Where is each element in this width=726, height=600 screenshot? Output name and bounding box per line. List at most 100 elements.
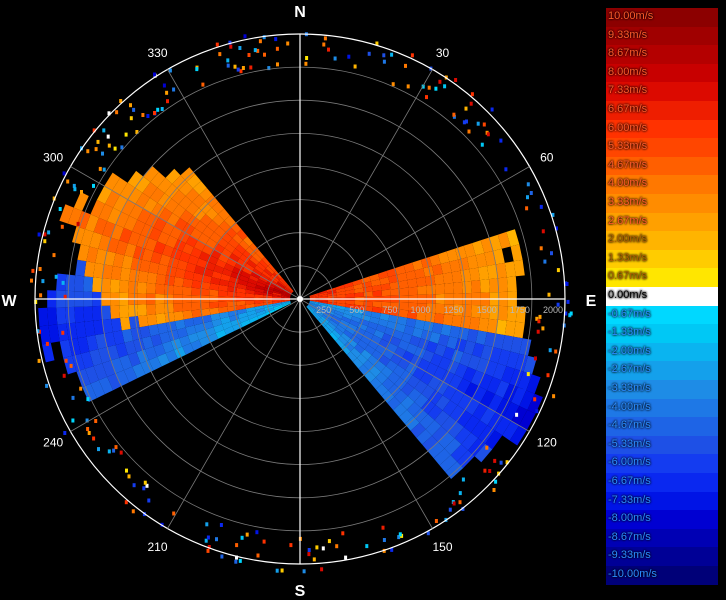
clutter-cell [476,121,480,126]
legend-swatch [606,82,718,101]
echo-cell [255,308,265,314]
bearing-label: 150 [432,540,452,554]
echo-cell [191,309,202,318]
range-tick-label: 500 [349,305,364,315]
clutter-cell [327,47,330,52]
echo-cell [472,403,488,421]
echo-cell [470,370,485,387]
echo-cell [352,279,363,286]
range-tick-label: 2000 [543,305,563,315]
clutter-cell [86,427,90,431]
echo-cell [281,299,291,301]
echo-cell [414,268,426,279]
echo-cell [399,409,414,424]
echo-cell [89,231,103,249]
echo-cell [158,207,173,222]
echo-cell [414,319,426,330]
echo-cell [341,316,351,324]
echo-cell [257,278,267,286]
echo-cell [496,319,507,336]
echo-cell [326,305,336,311]
echo-cell [371,284,382,292]
echo-cell [343,282,354,288]
echo-cell [306,306,314,314]
legend-label: 3.33m/s [608,196,648,208]
echo-cell [119,280,129,293]
echo-cell [496,262,507,279]
echo-cell [463,243,476,258]
echo-cell [182,286,192,296]
echo-cell [224,263,235,272]
echo-cell [513,321,525,339]
echo-cell [113,195,128,212]
echo-cell [494,416,512,436]
echo-cell [336,291,346,296]
echo-cell [98,234,111,251]
echo-cell [157,353,170,367]
legend-label: -0.67m/s [608,307,651,320]
clutter-cell [131,509,135,514]
legend-entry: -9.33m/s [606,547,718,566]
echo-cell [397,272,408,282]
echo-cell [349,319,360,328]
echo-cell [124,340,137,355]
echo-cell [237,279,248,286]
clutter-cell [535,316,539,321]
clutter-cell [543,259,547,264]
legend-label: 0.00m/s [608,289,648,301]
echo-cell [98,347,111,364]
legend-entry: -8.67m/s [606,528,718,548]
echo-cell [307,305,315,312]
legend-swatch [606,324,718,343]
clutter-cell [58,207,62,211]
clutter-cell [312,557,316,562]
echo-cell [511,387,527,406]
clutter-cell [112,448,116,453]
clutter-cell [102,128,106,133]
echo-cell [472,240,485,256]
echo-cell [332,315,342,322]
clutter-cell [238,46,242,50]
clutter-cell [238,558,242,563]
echo-cell [357,323,368,331]
echo-cell [174,268,186,279]
echo-cell [209,289,219,297]
echo-cell [227,291,237,297]
echo-cell [335,284,345,290]
clutter-cell [114,445,118,450]
echo-cell [265,309,275,316]
bearing-line [299,166,530,300]
echo-cell [104,250,116,266]
echo-cell [224,215,236,228]
clutter-cell [482,122,486,127]
echo-cell [472,386,487,403]
echo-cell [511,406,528,426]
legend-entry: -4.00m/s [606,398,718,418]
echo-cell [92,305,103,321]
echo-cell [119,182,135,200]
echo-cell [59,204,74,224]
echo-cell [255,284,265,290]
echo-cell [450,444,468,462]
clutter-cell [483,468,487,473]
echo-cell [335,308,345,314]
echo-cell [407,278,418,288]
echo-cell [313,311,321,320]
clutter-cell [71,395,75,400]
echo-cell [471,420,488,439]
echo-cell [135,176,151,193]
echo-cell [333,312,343,320]
legend-swatch [606,566,718,585]
clutter-cell [505,460,509,465]
clutter-cell [320,567,324,572]
clutter-cell [172,87,176,92]
echo-cell [433,313,445,325]
echo-cell [478,425,495,444]
echo-cell [369,365,381,378]
echo-cell [165,168,181,184]
echo-cell [279,278,287,287]
echo-cell [249,274,259,282]
echo-cell [178,181,193,196]
echo-cell [309,295,319,298]
echo-cell [245,300,255,305]
